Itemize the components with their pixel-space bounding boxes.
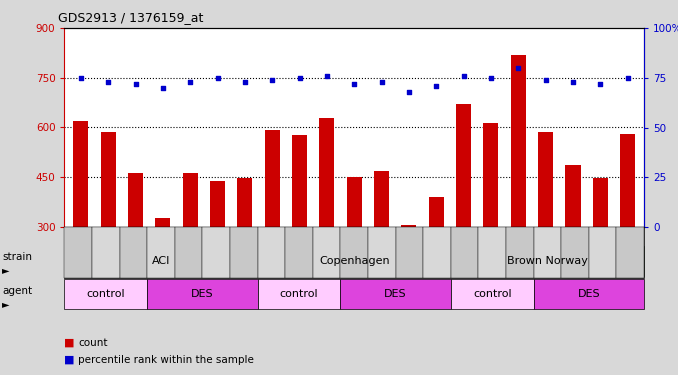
Bar (374, 171, 389, 227)
Point (540, 77, 551, 83)
Bar (128, 173, 143, 227)
Point (513, 65, 523, 71)
Point (103, 79, 114, 85)
Point (485, 75, 496, 81)
Point (75, 75, 86, 81)
Bar (593, 178, 608, 227)
Bar (483, 123, 498, 227)
Bar (538, 132, 553, 227)
Text: GDS2913 / 1376159_at: GDS2913 / 1376159_at (58, 11, 203, 24)
Bar (346, 177, 362, 227)
Text: ►: ► (2, 299, 9, 309)
Point (458, 73, 469, 79)
Point (157, 85, 168, 91)
Bar (565, 165, 580, 227)
Point (185, 79, 196, 85)
Point (403, 89, 414, 95)
Text: DES: DES (384, 290, 407, 299)
Bar (237, 178, 252, 227)
Point (595, 81, 605, 87)
Bar (155, 217, 170, 227)
Bar (73, 121, 88, 227)
Point (239, 79, 250, 85)
Point (431, 83, 441, 89)
Point (321, 73, 332, 79)
Bar (511, 55, 526, 227)
Point (212, 75, 223, 81)
Point (348, 81, 359, 87)
Point (622, 75, 633, 81)
Text: strain: strain (2, 252, 32, 262)
Bar (292, 135, 307, 227)
Point (376, 79, 387, 85)
Point (567, 79, 578, 85)
Bar (264, 130, 280, 227)
Text: ■: ■ (64, 355, 75, 365)
Text: ►: ► (2, 265, 9, 275)
Bar (428, 197, 444, 227)
Bar (182, 173, 198, 227)
Text: percentile rank within the sample: percentile rank within the sample (78, 355, 254, 365)
Text: control: control (280, 290, 319, 299)
Text: count: count (78, 338, 108, 348)
Text: DES: DES (191, 290, 214, 299)
Text: control: control (473, 290, 512, 299)
Text: ACI: ACI (152, 256, 170, 266)
Bar (620, 134, 635, 227)
Point (294, 75, 305, 81)
Text: Copenhagen: Copenhagen (319, 256, 390, 266)
Bar (456, 104, 471, 227)
Bar (319, 118, 334, 227)
Bar (401, 225, 416, 227)
Point (130, 81, 141, 87)
Bar (210, 180, 225, 227)
Bar (100, 132, 116, 227)
Text: DES: DES (578, 290, 600, 299)
Point (267, 77, 278, 83)
Text: control: control (87, 290, 125, 299)
Text: agent: agent (2, 286, 32, 296)
Text: ■: ■ (64, 338, 75, 348)
Text: Brown Norway: Brown Norway (507, 256, 588, 266)
